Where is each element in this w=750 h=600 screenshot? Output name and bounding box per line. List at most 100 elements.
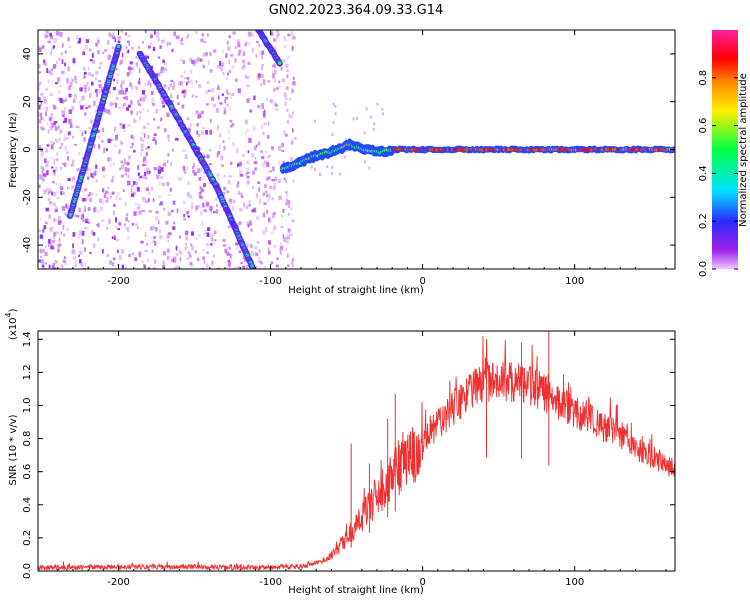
noise-cell — [145, 187, 149, 191]
noise-cell — [126, 213, 129, 217]
noise-cell — [82, 105, 86, 109]
noise-cell — [118, 197, 121, 201]
noise-cell — [209, 69, 213, 73]
noise-cell — [125, 217, 128, 222]
noise-cell — [238, 221, 242, 225]
noise-cell — [93, 144, 96, 149]
noise-cell — [246, 84, 250, 87]
noise-cell — [135, 86, 138, 90]
noise-cell — [59, 182, 62, 188]
noise-cell — [122, 96, 127, 100]
noise-cell — [124, 223, 126, 227]
noise-cell — [82, 219, 85, 223]
noise-cell — [288, 97, 292, 101]
noise-cell — [102, 188, 105, 193]
noise-cell — [68, 109, 73, 114]
noise-cell — [80, 214, 83, 220]
noise-cell — [198, 177, 202, 181]
noise-cell — [146, 82, 150, 86]
noise-cell — [46, 170, 49, 175]
noise-cell — [195, 31, 198, 34]
noise-cell — [229, 124, 233, 128]
noise-cell — [47, 238, 51, 244]
noise-cell — [229, 253, 232, 259]
noise-cell — [164, 67, 168, 72]
noise-cell — [138, 210, 142, 215]
noise-cell — [106, 197, 109, 202]
noise-cell — [265, 176, 268, 182]
noise-cell — [122, 124, 125, 129]
noise-cell — [51, 166, 54, 169]
noise-cell — [80, 105, 84, 110]
noise-cell — [63, 136, 66, 142]
noise-cell — [170, 231, 173, 235]
noise-cell — [129, 146, 134, 149]
noise-cell — [59, 129, 63, 134]
noise-cell — [106, 227, 108, 230]
noise-cell — [226, 265, 230, 268]
noise-cell — [282, 209, 285, 213]
noise-cell — [63, 233, 66, 237]
noise-cell — [217, 95, 220, 100]
noise-cell — [97, 40, 100, 45]
noise-cell — [247, 61, 251, 65]
noise-cell — [183, 214, 186, 218]
noise-cell — [81, 131, 84, 136]
noise-cell — [90, 172, 93, 177]
noise-cell — [292, 111, 295, 115]
noise-cell — [273, 63, 276, 69]
noise-cell — [185, 230, 189, 236]
noise-cell — [280, 67, 283, 71]
noise-cell — [92, 172, 96, 176]
noise-cell — [282, 58, 286, 63]
spectrogram-x-ticks: -200 -100 0 100 — [57, 30, 667, 287]
noise-cell — [125, 107, 130, 111]
noise-cell — [44, 34, 47, 39]
noise-cell — [91, 81, 94, 86]
noise-cell — [334, 112, 337, 116]
noise-cell — [56, 231, 60, 234]
noise-cell — [286, 108, 289, 112]
noise-cell — [272, 73, 275, 79]
noise-cell — [66, 228, 70, 231]
noise-cell — [73, 94, 77, 99]
noise-cell — [82, 218, 85, 223]
noise-cell — [144, 232, 147, 238]
noise-cell — [53, 121, 56, 125]
noise-cell — [115, 217, 118, 223]
noise-cell — [227, 246, 231, 250]
noise-cell — [136, 186, 140, 192]
noise-cell — [46, 144, 50, 147]
noise-cell — [285, 97, 288, 100]
noise-cell — [97, 237, 100, 241]
noise-cell — [272, 212, 276, 215]
noise-cell — [64, 62, 66, 67]
noise-cell — [127, 229, 130, 233]
noise-cell — [87, 207, 91, 211]
noise-cell — [139, 96, 143, 100]
noise-cell — [246, 221, 250, 226]
noise-cell — [119, 123, 122, 126]
noise-cell — [261, 64, 264, 67]
noise-cell — [38, 145, 42, 148]
noise-cell — [185, 236, 188, 241]
noise-cell — [266, 161, 270, 167]
noise-cell — [114, 137, 118, 142]
noise-cell — [277, 178, 282, 183]
noise-cell — [285, 247, 288, 251]
noise-cell — [244, 258, 247, 263]
noise-cell — [253, 95, 256, 101]
noise-cell — [199, 58, 203, 62]
noise-cell — [57, 78, 60, 84]
noise-cell — [242, 64, 246, 68]
noise-cell — [118, 222, 122, 226]
noise-cell — [281, 149, 285, 152]
noise-cell — [42, 248, 45, 253]
noise-cell — [43, 262, 48, 265]
noise-cell — [205, 52, 208, 56]
noise-cell — [38, 83, 41, 87]
noise-cell — [177, 102, 180, 105]
noise-cell — [230, 53, 234, 57]
noise-cell — [82, 267, 86, 269]
noise-cell — [40, 261, 44, 267]
